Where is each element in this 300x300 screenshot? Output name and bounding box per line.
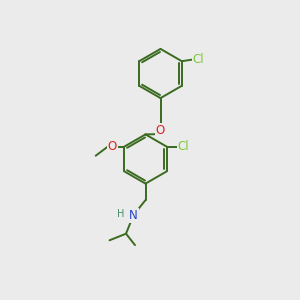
Text: O: O (156, 124, 165, 137)
Text: H: H (117, 208, 124, 219)
Text: N: N (129, 208, 138, 222)
Text: Cl: Cl (193, 53, 204, 66)
Text: Cl: Cl (178, 140, 189, 153)
Text: O: O (108, 140, 117, 153)
